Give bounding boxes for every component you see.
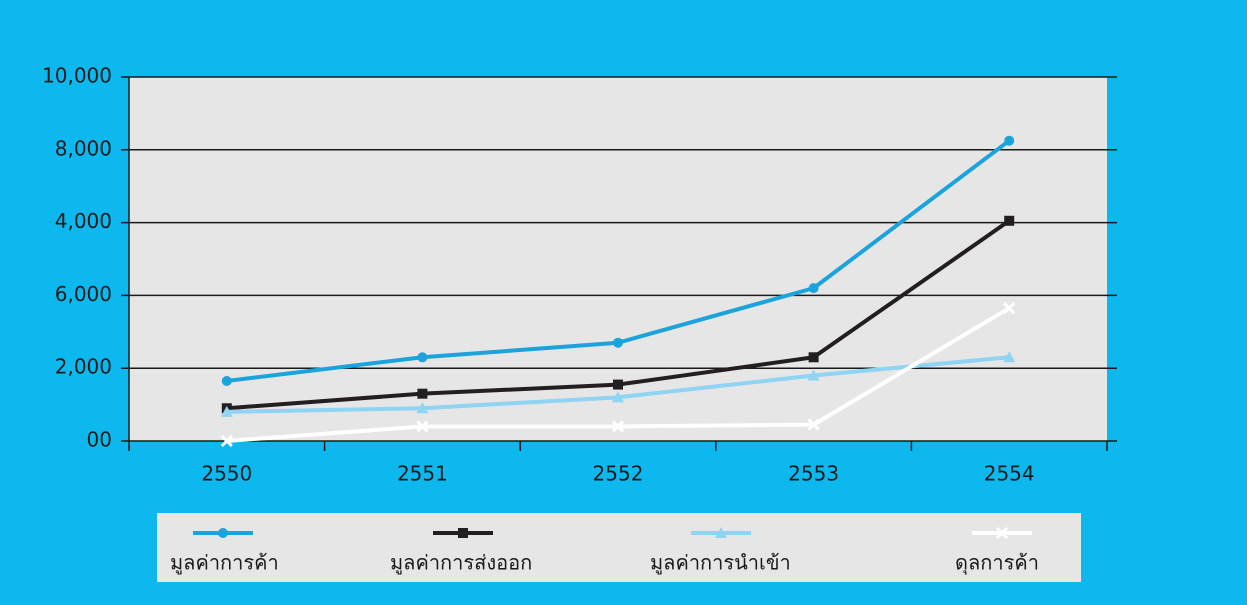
x-tick-label: 2551: [397, 462, 448, 486]
marker: [221, 375, 232, 386]
y-tick-label: 00: [87, 428, 112, 452]
y-tick-label: 6,000: [55, 282, 112, 306]
y-tick-label: 10,000: [42, 64, 112, 88]
x-tick-label: 2550: [201, 462, 252, 486]
y-tick-label: 8,000: [55, 136, 112, 160]
marker: [995, 526, 1009, 540]
marker: [1003, 302, 1016, 315]
legend-box: [157, 513, 1081, 582]
x-tick-label: 2552: [593, 462, 644, 486]
marker: [417, 352, 428, 363]
marker: [220, 405, 233, 417]
marker: [416, 420, 429, 433]
marker: [220, 434, 233, 448]
marker: [613, 337, 623, 348]
marker: [218, 528, 228, 538]
marker: [416, 402, 429, 414]
marker: [612, 391, 624, 403]
marker: [808, 352, 819, 363]
y-tick-label: 2,000: [55, 355, 112, 379]
legend-label: มูลค่าการนำเข้า: [650, 551, 791, 576]
marker: [808, 283, 819, 294]
marker: [458, 528, 468, 538]
legend-label: มูลค่าการค้า: [170, 551, 279, 576]
marker: [715, 527, 727, 538]
marker: [613, 379, 623, 390]
x-tick-label: 2553: [788, 462, 839, 486]
legend-label: มูลค่าการส่งออก: [390, 551, 532, 576]
marker: [807, 418, 820, 431]
marker: [417, 388, 428, 399]
marker: [611, 420, 625, 433]
marker: [1004, 215, 1015, 226]
marker: [807, 369, 820, 381]
legend-label: ดุลการค้า: [955, 551, 1039, 576]
y-tick-label: 4,000: [55, 209, 112, 233]
marker: [1004, 135, 1015, 146]
marker: [1003, 351, 1016, 363]
x-tick-label: 2554: [984, 462, 1035, 486]
